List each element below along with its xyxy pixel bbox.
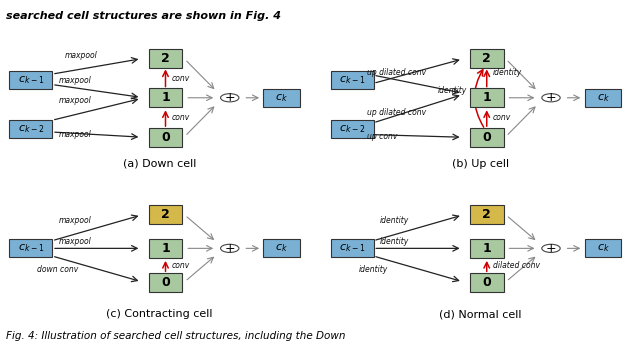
Text: identity: identity bbox=[358, 265, 387, 274]
Text: (b) Up cell: (b) Up cell bbox=[452, 159, 509, 169]
FancyBboxPatch shape bbox=[10, 120, 52, 138]
Circle shape bbox=[221, 94, 239, 102]
Text: conv: conv bbox=[172, 261, 190, 270]
Text: $c_{k-1}$: $c_{k-1}$ bbox=[18, 74, 44, 86]
Circle shape bbox=[221, 244, 239, 252]
Text: 2: 2 bbox=[483, 52, 491, 65]
Text: searched cell structures are shown in Fig. 4: searched cell structures are shown in Fi… bbox=[6, 11, 282, 21]
FancyBboxPatch shape bbox=[585, 239, 621, 257]
Text: $c_k$: $c_k$ bbox=[275, 243, 288, 254]
Text: 1: 1 bbox=[161, 91, 170, 104]
Text: $c_{k-1}$: $c_{k-1}$ bbox=[339, 243, 365, 254]
Text: maxpool: maxpool bbox=[65, 51, 97, 60]
FancyBboxPatch shape bbox=[264, 239, 300, 257]
Text: (c) Contracting cell: (c) Contracting cell bbox=[106, 309, 212, 319]
Text: dilated conv: dilated conv bbox=[493, 261, 540, 270]
Text: identity: identity bbox=[438, 86, 467, 95]
Text: maxpool: maxpool bbox=[58, 216, 91, 225]
Circle shape bbox=[542, 244, 560, 252]
FancyBboxPatch shape bbox=[148, 205, 182, 224]
FancyBboxPatch shape bbox=[470, 273, 504, 292]
Text: maxpool: maxpool bbox=[58, 237, 91, 246]
FancyBboxPatch shape bbox=[10, 239, 52, 257]
FancyBboxPatch shape bbox=[148, 239, 182, 258]
Text: maxpool: maxpool bbox=[58, 76, 91, 86]
Text: $c_k$: $c_k$ bbox=[275, 92, 288, 104]
FancyBboxPatch shape bbox=[470, 49, 504, 68]
FancyBboxPatch shape bbox=[331, 120, 374, 138]
Text: down conv: down conv bbox=[37, 265, 78, 274]
FancyBboxPatch shape bbox=[331, 239, 374, 257]
Text: conv: conv bbox=[493, 113, 511, 122]
Text: (d) Normal cell: (d) Normal cell bbox=[440, 309, 522, 319]
Text: 2: 2 bbox=[483, 208, 491, 221]
Text: up dilated conv: up dilated conv bbox=[367, 68, 426, 77]
Text: up conv: up conv bbox=[367, 132, 398, 141]
Text: $c_{k-2}$: $c_{k-2}$ bbox=[339, 123, 365, 135]
Text: 0: 0 bbox=[483, 131, 491, 144]
Text: 1: 1 bbox=[161, 242, 170, 255]
FancyBboxPatch shape bbox=[264, 89, 300, 107]
FancyBboxPatch shape bbox=[148, 273, 182, 292]
FancyBboxPatch shape bbox=[585, 89, 621, 107]
FancyBboxPatch shape bbox=[148, 128, 182, 147]
Text: 1: 1 bbox=[483, 242, 491, 255]
FancyBboxPatch shape bbox=[148, 88, 182, 107]
Text: +: + bbox=[225, 91, 235, 104]
FancyBboxPatch shape bbox=[470, 205, 504, 224]
FancyBboxPatch shape bbox=[470, 239, 504, 258]
Text: maxpool: maxpool bbox=[58, 130, 91, 139]
FancyBboxPatch shape bbox=[470, 88, 504, 107]
Text: +: + bbox=[225, 242, 235, 255]
Text: Fig. 4: Illustration of searched cell structures, including the Down: Fig. 4: Illustration of searched cell st… bbox=[6, 331, 346, 341]
Text: +: + bbox=[546, 91, 556, 104]
Circle shape bbox=[542, 94, 560, 102]
Text: conv: conv bbox=[172, 74, 190, 83]
Text: conv: conv bbox=[172, 113, 190, 122]
Text: maxpool: maxpool bbox=[58, 96, 91, 105]
Text: up dilated conv: up dilated conv bbox=[367, 108, 426, 117]
FancyBboxPatch shape bbox=[331, 71, 374, 89]
Text: (a) Down cell: (a) Down cell bbox=[123, 159, 196, 169]
Text: identity: identity bbox=[493, 68, 522, 77]
Text: $c_k$: $c_k$ bbox=[596, 243, 609, 254]
Text: 0: 0 bbox=[483, 276, 491, 289]
Text: 0: 0 bbox=[161, 131, 170, 144]
Text: 2: 2 bbox=[161, 208, 170, 221]
Text: $c_{k-2}$: $c_{k-2}$ bbox=[18, 123, 44, 135]
Text: identity: identity bbox=[380, 216, 409, 225]
Text: +: + bbox=[546, 242, 556, 255]
FancyBboxPatch shape bbox=[10, 71, 52, 89]
Text: 2: 2 bbox=[161, 52, 170, 65]
Text: identity: identity bbox=[380, 237, 409, 246]
FancyBboxPatch shape bbox=[148, 49, 182, 68]
FancyBboxPatch shape bbox=[470, 128, 504, 147]
Text: 1: 1 bbox=[483, 91, 491, 104]
Text: 0: 0 bbox=[161, 276, 170, 289]
Text: $c_k$: $c_k$ bbox=[596, 92, 609, 104]
Text: $c_{k-1}$: $c_{k-1}$ bbox=[18, 243, 44, 254]
Text: $c_{k-1}$: $c_{k-1}$ bbox=[339, 74, 365, 86]
